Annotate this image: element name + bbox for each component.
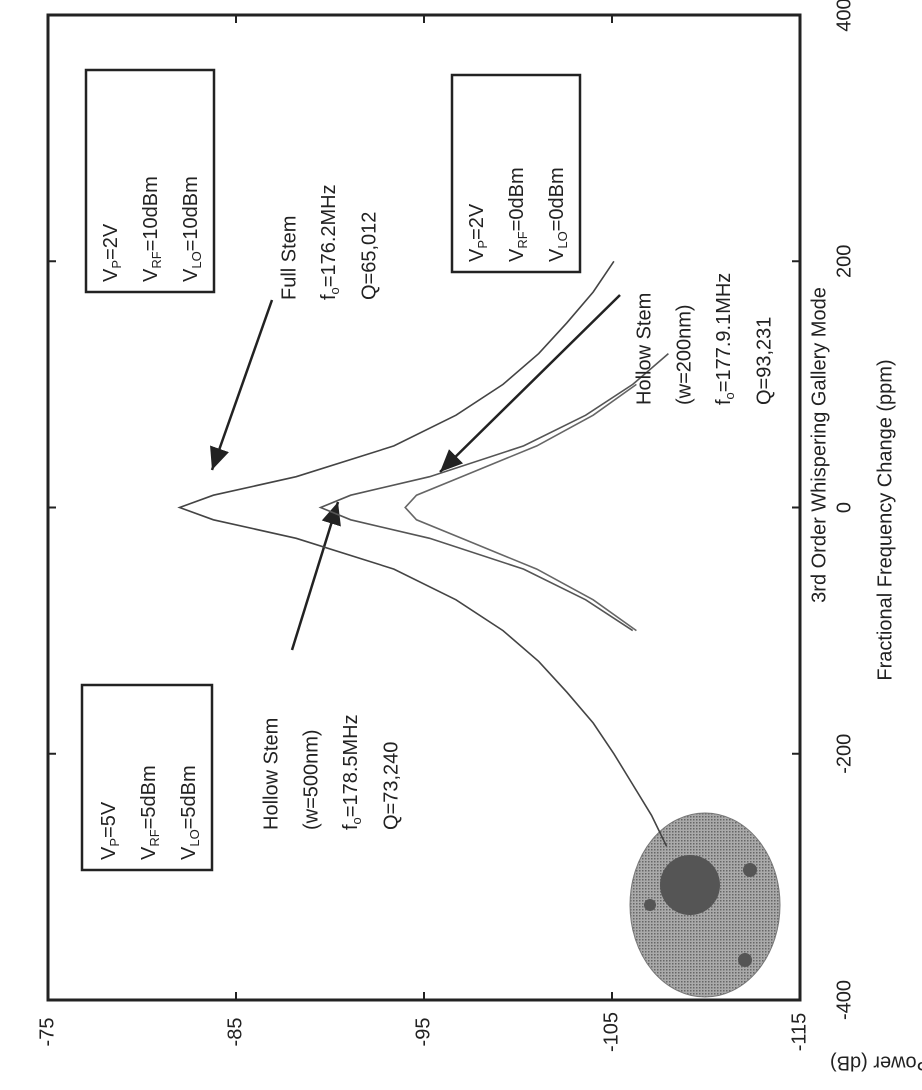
annotation-text: Q=65,012 (358, 212, 380, 300)
annotation-sub: o (349, 817, 364, 824)
annotation-sub: P (109, 260, 124, 269)
annotation-rest: =177.9.1MHz (713, 273, 735, 393)
annotation-sub: RF (515, 231, 530, 248)
annotation-main: V (138, 846, 160, 860)
annotation-text: Q=93,231 (753, 317, 775, 405)
annotation-sub: o (722, 392, 737, 399)
annotation-main: V (178, 846, 200, 860)
annotation-rest: =5dBm (178, 765, 200, 829)
annotation-text: Full Stem (278, 216, 300, 300)
x-tick-label: 0 (833, 502, 855, 513)
annotation-text: VLO=5dBm (178, 765, 202, 860)
annotation-rest: =10dBm (140, 176, 162, 251)
annotation-main: V (466, 248, 488, 262)
annotation-text: VLO=10dBm (180, 176, 204, 282)
annotation-text: VP=2V (100, 223, 124, 282)
annotation-text: VRF=10dBm (140, 176, 164, 282)
x-tick-label: -200 (833, 734, 855, 774)
annotation-text: (w=500nm) (300, 729, 322, 830)
chart-title: 3rd Order Whispering Gallery Mode (808, 287, 830, 603)
annotation-main: V (140, 268, 162, 282)
annotation-rest: =2V (466, 203, 488, 240)
annotation-text: Hollow Stem (633, 293, 655, 405)
annotation-sub: o (327, 287, 342, 294)
annotation-rest: =0dBm (546, 167, 568, 231)
annotation-rest: =10dBm (180, 176, 202, 251)
annotation-sub: LO (187, 829, 202, 846)
series-line (321, 354, 669, 631)
annotation-sub: RF (147, 829, 162, 846)
y-tick-label: -115 (788, 1013, 810, 1052)
annotation-sub: RF (149, 251, 164, 268)
y-tick-label: -75 (36, 1018, 58, 1047)
chart: -115 -105 -95 -85 -75 -400 -200 0 200 400 3rd Orde… (0, 0, 922, 1090)
x-tick-label: -400 (833, 980, 855, 1020)
annotation-text: (w=200nm) (673, 304, 695, 405)
annotation-text: fo=177.9.1MHz (713, 273, 737, 405)
annotation-rest: =5V (98, 801, 120, 838)
inset-image (630, 813, 780, 997)
annotation-text: VP=5V (98, 801, 122, 860)
annotation-text: VLO=0dBm (546, 167, 570, 262)
y-tick-label: -85 (224, 1018, 246, 1047)
annotation-text: VRF=5dBm (138, 765, 162, 860)
annotation-main: V (546, 248, 568, 262)
y-tick-label: -95 (412, 1018, 434, 1047)
annotation-rest: =178.5MHz (340, 714, 362, 817)
y-tick-label: -105 (600, 1012, 622, 1052)
annotation-main: V (98, 846, 120, 860)
annotation-sub: LO (189, 251, 204, 268)
annotation-sub: P (475, 240, 490, 249)
annotation-text: fo=176.2MHz (318, 184, 342, 300)
annotation-text: VRF=0dBm (506, 167, 530, 262)
annotation-text: Q=73,240 (380, 742, 402, 830)
x-tick-label: 200 (833, 245, 855, 278)
annotation-rest: =5dBm (138, 765, 160, 829)
annotation-rest: =2V (100, 223, 122, 260)
y-axis-label: Power (dB) (830, 1052, 922, 1074)
annotation-main: V (180, 268, 202, 282)
annotation-text: VP=2V (466, 203, 490, 262)
annotation-rest: =176.2MHz (318, 184, 340, 287)
annotation-main: V (506, 248, 528, 262)
annotation-text: fo=178.5MHz (340, 714, 364, 830)
series-line (405, 384, 636, 630)
annotation-rest: =0dBm (506, 167, 528, 231)
series-line (180, 261, 667, 846)
arrows (212, 295, 620, 650)
annotation-sub: P (107, 838, 122, 847)
x-axis-label: Fractional Frequency Change (ppm) (874, 359, 896, 680)
annotation-text: Hollow Stem (260, 718, 282, 830)
annotation-main: V (100, 268, 122, 282)
x-tick-label: 400 (833, 0, 855, 32)
annotation-sub: LO (555, 231, 570, 248)
